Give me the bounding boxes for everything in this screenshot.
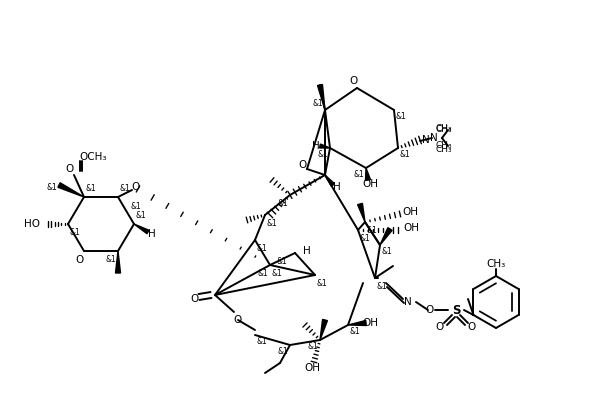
Text: &1: &1 <box>120 184 131 193</box>
Text: &1: &1 <box>257 337 268 346</box>
Text: O: O <box>191 294 199 304</box>
Text: N: N <box>404 297 412 307</box>
Text: O: O <box>132 182 140 192</box>
Text: &1: &1 <box>272 269 283 278</box>
Text: OH: OH <box>362 179 378 189</box>
Text: &1: &1 <box>317 150 328 159</box>
Text: CH₃: CH₃ <box>436 126 452 134</box>
Text: &1: &1 <box>317 279 328 288</box>
Text: OH: OH <box>304 363 320 373</box>
Text: O: O <box>234 315 242 325</box>
Polygon shape <box>358 204 365 222</box>
Polygon shape <box>380 228 392 245</box>
Text: CH₃: CH₃ <box>487 259 506 269</box>
Text: HO: HO <box>24 219 40 229</box>
Text: O: O <box>299 160 307 170</box>
Text: CH₃: CH₃ <box>436 145 452 154</box>
Text: &1: &1 <box>257 244 268 253</box>
Polygon shape <box>58 183 84 197</box>
Polygon shape <box>317 84 325 110</box>
Text: OH: OH <box>362 318 378 328</box>
Text: N: N <box>430 133 438 143</box>
Polygon shape <box>365 168 371 180</box>
Text: O: O <box>350 76 358 86</box>
Text: &1: &1 <box>367 226 378 235</box>
Polygon shape <box>325 175 334 186</box>
Text: O: O <box>426 305 434 315</box>
Text: &1: &1 <box>377 282 388 291</box>
Text: &1: &1 <box>353 170 364 179</box>
Text: &1: &1 <box>350 327 361 336</box>
Text: &1: &1 <box>396 112 407 121</box>
Text: &1: &1 <box>277 347 288 356</box>
Text: &1: &1 <box>136 211 147 220</box>
Polygon shape <box>320 319 327 340</box>
Text: H: H <box>312 141 320 151</box>
Text: O: O <box>436 322 444 332</box>
Text: &1: &1 <box>277 199 288 208</box>
Text: &1: &1 <box>267 219 278 228</box>
Text: N: N <box>422 135 430 145</box>
Text: &1: &1 <box>312 99 323 108</box>
Polygon shape <box>348 321 366 325</box>
Polygon shape <box>320 144 330 148</box>
Text: &1: &1 <box>86 184 96 193</box>
Text: OH: OH <box>403 223 419 233</box>
Text: OCH₃: OCH₃ <box>79 152 107 162</box>
Text: H: H <box>333 182 341 192</box>
Text: &1: &1 <box>307 342 318 351</box>
Text: &1: &1 <box>70 228 81 237</box>
Text: CH₃: CH₃ <box>436 141 452 150</box>
Text: CH₃: CH₃ <box>436 124 452 133</box>
Polygon shape <box>115 251 121 273</box>
Text: &1: &1 <box>258 269 268 278</box>
Text: &1: &1 <box>105 255 116 264</box>
Text: &1: &1 <box>382 247 392 256</box>
Text: O: O <box>76 255 84 265</box>
Text: H: H <box>303 246 311 256</box>
Text: OH: OH <box>402 207 418 217</box>
Text: &1: &1 <box>360 234 371 243</box>
Text: &1: &1 <box>47 183 57 192</box>
Text: H: H <box>148 229 156 239</box>
Text: S: S <box>452 304 460 316</box>
Text: &1: &1 <box>276 257 287 266</box>
Text: &1: &1 <box>400 150 411 159</box>
Polygon shape <box>134 224 149 234</box>
Text: O: O <box>66 164 74 174</box>
Text: O: O <box>468 322 476 332</box>
Text: &1: &1 <box>131 201 141 211</box>
